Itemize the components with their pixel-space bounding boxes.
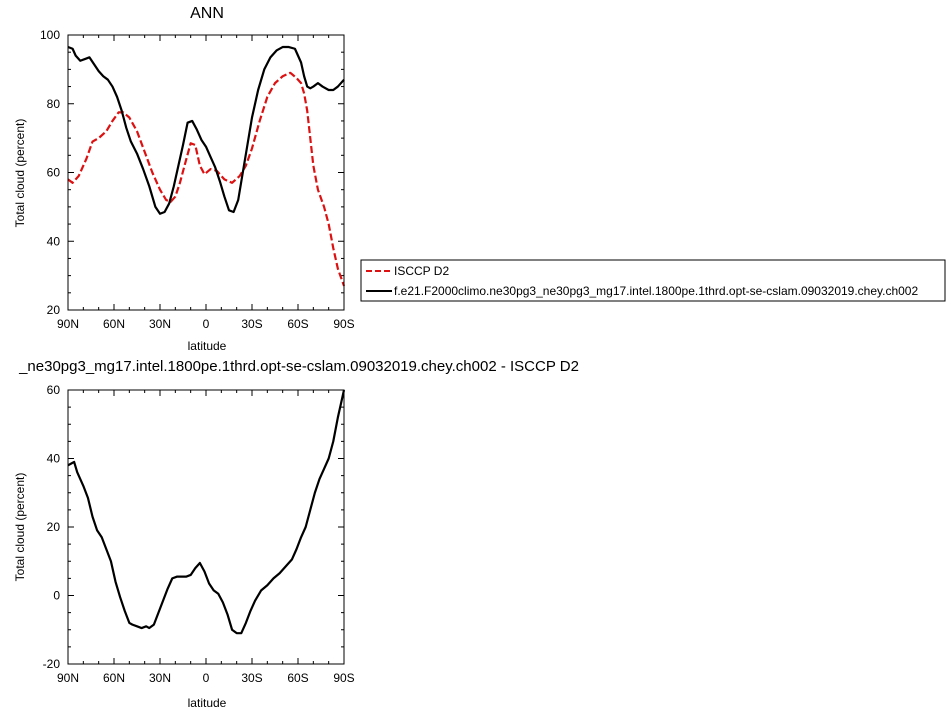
top-x-tick-label: 60N (103, 317, 125, 331)
bottom-x-tick-label: 60N (103, 671, 125, 685)
bottom-x-tick-label: 30N (149, 671, 171, 685)
top-y-tick-label: 40 (47, 234, 61, 248)
bottom-panel: _ne30pg3_mg17.intel.1800pe.1thrd.opt-se-… (13, 358, 579, 710)
top-x-tick-label: 0 (203, 317, 210, 331)
legend-entry-model: f.e21.F2000climo.ne30pg3_ne30pg3_mg17.in… (394, 284, 918, 298)
top-y-tick-label: 80 (47, 97, 61, 111)
bottom-series-line-0 (67, 389, 346, 635)
top-x-tick-label: 60S (287, 317, 308, 331)
top-x-tick-label: 30S (241, 317, 262, 331)
bottom-y-tick-label: 0 (53, 589, 60, 603)
top-series-group (67, 45, 346, 287)
top-series-line-0 (67, 71, 346, 287)
bottom-series-group (67, 389, 346, 635)
top-x-tick-label: 30N (149, 317, 171, 331)
bottom-y-tick-label: 20 (47, 520, 61, 534)
top-y-axis-label: Total cloud (percent) (13, 119, 27, 228)
bottom-x-tick-label: 90N (57, 671, 79, 685)
top-x-tick-label: 90N (57, 317, 79, 331)
bottom-y-tick-label: 40 (47, 452, 61, 466)
bottom-x-axis-label: latitude (188, 696, 227, 710)
top-x-tick-label: 90S (333, 317, 354, 331)
bottom-axis-ticks: -20 0 20 40 60 90N 60N 30N 0 30S 60S 90S (43, 383, 355, 685)
top-y-tick-label: 60 (47, 166, 61, 180)
top-y-tick-label: 100 (40, 28, 60, 42)
bottom-y-axis-label: Total cloud (percent) (13, 473, 27, 582)
top-panel: ANN Total cloud (percent) latitude 20 40 6… (13, 5, 355, 353)
bottom-y-tick-label: 60 (47, 383, 61, 397)
bottom-x-tick-label: 90S (333, 671, 354, 685)
top-plot-frame (67, 34, 345, 311)
top-axis-ticks: 20 40 60 80 100 90N 60N 30N 0 30S 60S 90S (40, 28, 355, 331)
legend: ISCCP D2 f.e21.F2000climo.ne30pg3_ne30pg… (360, 259, 946, 302)
bottom-x-tick-label: 60S (287, 671, 308, 685)
bottom-plot-frame (67, 389, 345, 665)
legend-box (360, 259, 946, 302)
top-series-line-1 (67, 45, 345, 215)
bottom-x-tick-label: 0 (203, 671, 210, 685)
bottom-chart-title: _ne30pg3_mg17.intel.1800pe.1thrd.opt-se-… (18, 358, 579, 375)
top-y-tick-label: 20 (47, 303, 61, 317)
top-chart-title: ANN (190, 5, 224, 22)
top-x-axis-label: latitude (188, 339, 227, 353)
bottom-y-tick-label: -20 (43, 657, 61, 671)
legend-entry-isccp: ISCCP D2 (394, 264, 449, 278)
bottom-x-tick-label: 30S (241, 671, 262, 685)
